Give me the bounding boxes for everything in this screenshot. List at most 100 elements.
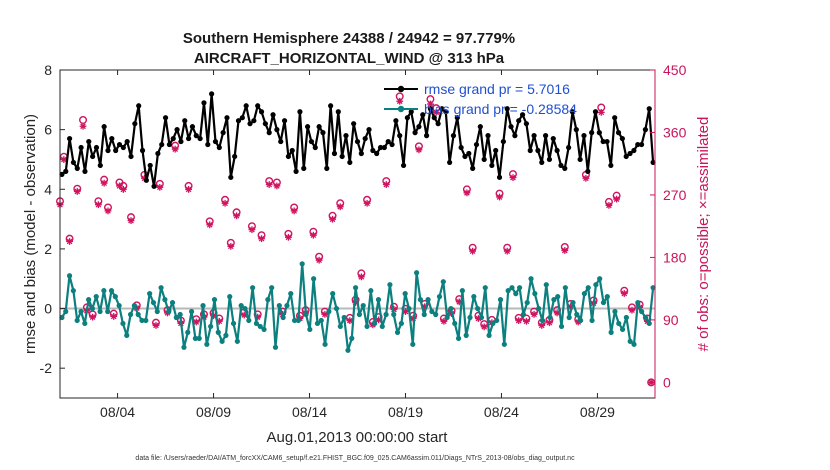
series-point-0	[289, 147, 295, 154]
series-point-0	[159, 141, 165, 148]
series-point-1	[616, 320, 622, 327]
series-point-0	[400, 162, 407, 169]
series-point-0	[281, 118, 288, 124]
series-point-0	[374, 150, 380, 157]
series-point-1	[101, 288, 107, 294]
legend-bias-marker	[397, 105, 405, 113]
series-point-0	[297, 109, 303, 115]
series-point-0	[585, 168, 591, 174]
series-point-1	[555, 294, 561, 300]
y-right-tick-label: 90	[663, 312, 679, 328]
series-point-0	[439, 106, 445, 112]
series-point-0	[569, 109, 576, 115]
series-point-0	[308, 138, 315, 145]
series-point-1	[494, 317, 500, 324]
series-point-0	[612, 115, 618, 121]
series-point-1	[566, 314, 572, 321]
series-point-0	[512, 133, 518, 139]
series-point-1	[414, 270, 420, 276]
obs-assimilated-point	[628, 306, 636, 314]
series-point-1	[482, 285, 488, 291]
series-point-1	[612, 308, 618, 315]
series-point-0	[635, 141, 641, 148]
series-point-0	[178, 138, 184, 145]
series-point-0	[251, 118, 257, 124]
series-point-0	[608, 162, 614, 169]
x-axis-ticks: 08/04 08/09 08/14 08/19 08/24 08/29	[100, 70, 615, 420]
series-point-1	[436, 294, 443, 300]
series-point-0	[74, 165, 80, 171]
series-point-1	[280, 314, 286, 321]
series-point-0	[243, 103, 249, 109]
series-point-1	[70, 288, 76, 294]
series-point-0	[270, 112, 276, 118]
series-point-1	[185, 329, 191, 335]
series-point-0	[324, 165, 330, 171]
series-point-0	[638, 141, 645, 148]
obs-assimilated-point	[321, 310, 329, 318]
series-point-1	[650, 285, 656, 291]
obs-assimilated-point	[515, 317, 523, 324]
series-point-0	[174, 127, 180, 133]
series-point-0	[650, 159, 656, 166]
series-point-0	[239, 115, 245, 121]
series-point-1	[66, 273, 73, 279]
series-point-1	[105, 308, 111, 315]
series-point-0	[562, 165, 568, 171]
obs-assimilated-point	[396, 97, 404, 105]
series-group	[59, 91, 656, 353]
series-point-0	[331, 150, 338, 157]
series-point-1	[337, 323, 343, 330]
series-point-1	[74, 317, 80, 324]
series-point-1	[444, 314, 450, 321]
series-point-0	[600, 138, 606, 145]
series-point-0	[516, 118, 522, 124]
series-point-1	[589, 317, 595, 324]
series-point-0	[366, 127, 372, 133]
series-point-1	[200, 302, 206, 309]
series-point-0	[435, 121, 441, 127]
series-point-1	[330, 291, 336, 297]
series-point-0	[255, 103, 261, 109]
obs-assimilated-point	[152, 322, 160, 329]
series-point-1	[116, 302, 122, 309]
series-point-1	[509, 285, 515, 291]
obs-assimilated-point	[185, 185, 192, 193]
y-axis-ticks: -2 0 2 4 6 8	[40, 62, 65, 376]
obs-assimilated-point	[469, 247, 477, 255]
series-point-0	[397, 133, 403, 139]
series-point-0	[124, 138, 130, 145]
series-point-1	[276, 302, 282, 309]
series-point-1	[135, 311, 141, 318]
series-point-1	[623, 314, 629, 321]
series-point-1	[562, 285, 568, 291]
series-point-0	[370, 147, 376, 154]
series-point-1	[383, 311, 389, 318]
series-point-0	[408, 109, 414, 115]
series-point-0	[185, 135, 192, 142]
series-point-1	[314, 320, 321, 327]
y-right-tick-label: 450	[663, 62, 687, 78]
chart-title-line1: Southern Hemisphere 24388 / 24942 = 97.7…	[183, 30, 515, 47]
series-point-0	[212, 138, 219, 145]
series-point-1	[604, 294, 610, 300]
series-point-1	[448, 305, 454, 312]
series-point-0	[566, 144, 572, 151]
x-tick-label: 08/24	[484, 404, 519, 420]
obs-assimilated-point	[206, 221, 214, 229]
series-point-1	[406, 305, 412, 312]
series-point-1	[345, 347, 351, 353]
obs-assimilated-point	[605, 201, 613, 209]
series-point-0	[393, 118, 399, 124]
series-point-0	[558, 162, 564, 169]
series-point-0	[197, 135, 203, 142]
series-point-0	[485, 133, 491, 139]
series-point-1	[391, 311, 397, 318]
series-point-1	[93, 294, 99, 300]
series-point-0	[109, 135, 115, 142]
series-point-0	[385, 138, 391, 145]
obs-assimilated-point	[432, 108, 440, 116]
obs-assimilated-point	[104, 207, 112, 215]
obs-assimilated-point	[221, 199, 229, 207]
series-point-1	[139, 317, 145, 324]
